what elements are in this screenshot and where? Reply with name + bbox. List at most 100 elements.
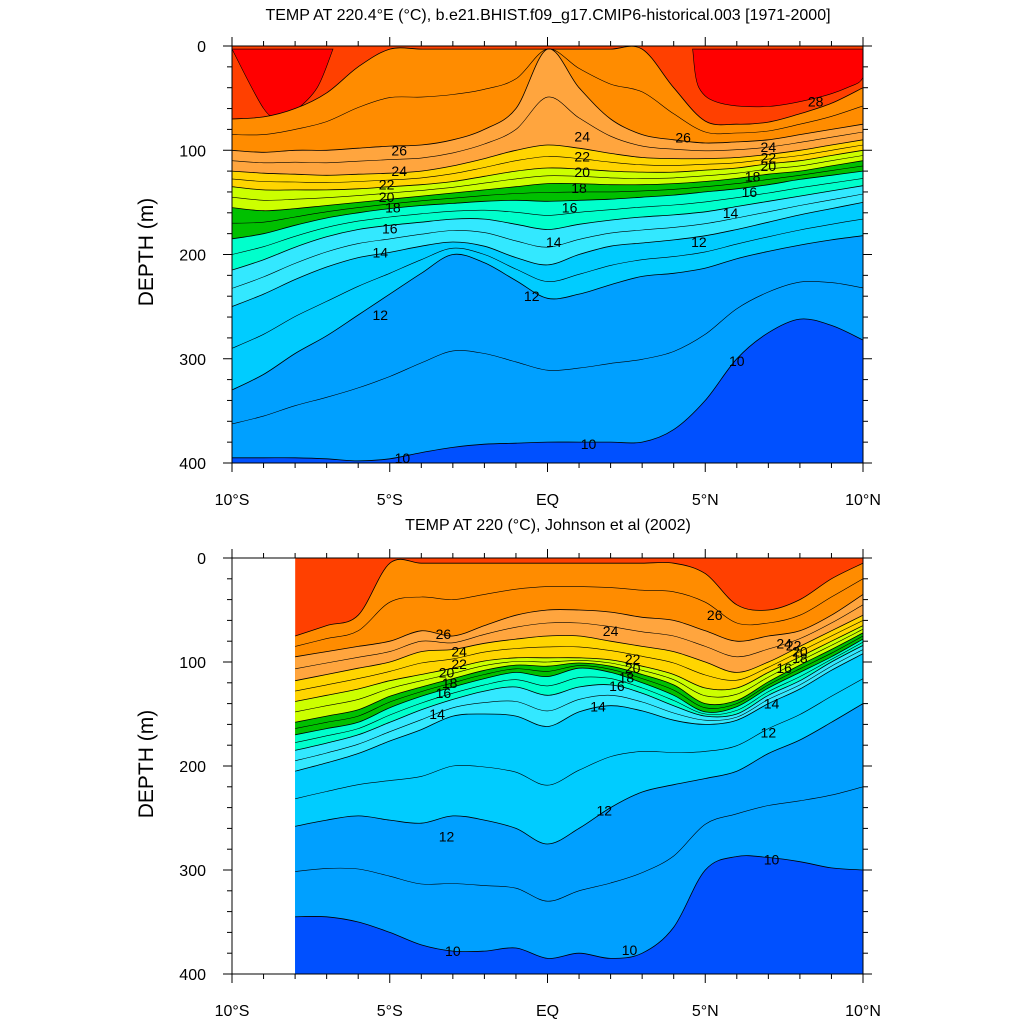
bottom-panel-axes: 10°S 5°S EQ 5°N 10°N 0 100 200 300 400 [179, 549, 881, 1020]
bottom-contour-label: 12 [597, 803, 613, 819]
bottom-x-tick-label: 5°N [692, 1003, 719, 1020]
top-contour-label: 18 [745, 168, 761, 184]
bottom-contour-line-13 [295, 678, 864, 800]
bottom-contour-label: 22 [625, 651, 641, 667]
top-contour-label: 18 [385, 200, 401, 216]
bottom-contour-label: 18 [442, 675, 458, 691]
top-contour-line-26 [232, 48, 863, 153]
bottom-contour-label: 20 [625, 660, 641, 676]
top-contour-line-11 [232, 281, 863, 425]
top-contour-label: 28 [808, 93, 824, 109]
bottom-contour-label: 24 [776, 635, 792, 651]
top-contour-label: 10 [729, 353, 745, 369]
bottom-contour-label: 26 [707, 607, 723, 623]
bottom-contour-label: 10 [764, 852, 780, 868]
bottom-contour-line-18 [295, 638, 864, 736]
top-x-tick-label: 5°S [377, 492, 403, 509]
top-contour-label: 20 [574, 164, 590, 180]
top-contour-line-13 [232, 218, 863, 349]
bottom-band-below-10 [295, 855, 864, 974]
top-band-below-10 [232, 318, 863, 463]
bottom-contour-label: 12 [439, 829, 455, 845]
bottom-contour-label: 16 [776, 660, 792, 676]
top-y-tick-label: 300 [179, 352, 206, 369]
top-contour-line-24 [232, 139, 863, 176]
bottom-contour-label: 14 [590, 699, 606, 715]
bottom-x-tick-label: 10°N [845, 1003, 881, 1020]
top-contour-label: 22 [574, 149, 590, 165]
bottom-contour-label: 26 [436, 626, 452, 642]
bottom-contour-line-28 [295, 558, 864, 637]
bottom-panel-title: TEMP AT 220 (°C), Johnson et al (2002) [405, 517, 691, 534]
top-panel-ylabel: DEPTH (m) [135, 198, 158, 307]
top-contour-line-22 [232, 149, 863, 191]
top-contour-line-20 [232, 160, 863, 212]
top-contour-label: 10 [395, 450, 411, 466]
bottom-contour-line-20 [295, 632, 864, 723]
top-contour-label: 26 [391, 142, 407, 158]
bottom-x-tick-label: 10°S [215, 1003, 250, 1020]
top-panel-model: TEMP AT 220.4°E (°C), b.e21.BHIST.f09_g1… [135, 7, 881, 509]
bottom-contour-label: 16 [436, 685, 452, 701]
bottom-y-tick-label: 200 [179, 759, 206, 776]
top-contour-label: 22 [379, 177, 395, 193]
top-contour-label: 16 [562, 200, 578, 216]
bottom-contour-label: 16 [609, 678, 625, 694]
bottom-contour-label: 20 [792, 644, 808, 660]
bottom-contour-label: 18 [792, 650, 808, 666]
top-contour-label: 22 [761, 150, 777, 166]
bottom-y-tick-label: 300 [179, 863, 206, 880]
bottom-x-tick-label: 5°S [377, 1003, 403, 1020]
top-contour-line-10 [232, 318, 863, 462]
bottom-contour-label: 12 [761, 725, 777, 741]
top-contour-line-12 [232, 235, 863, 391]
bottom-contour-label: 24 [603, 623, 619, 639]
top-contour-label: 20 [379, 189, 395, 205]
top-contour-line-14 [232, 202, 863, 307]
top-contour-label: 12 [372, 307, 388, 323]
top-y-tick-label: 200 [179, 248, 206, 265]
top-contour-line-21 [232, 155, 863, 201]
top-contour-line-23 [232, 144, 863, 183]
bottom-x-tick-label: EQ [536, 1003, 559, 1020]
bottom-contour-line-27 [295, 578, 864, 647]
top-contour-label: 16 [382, 220, 398, 236]
top-x-tick-label: EQ [536, 492, 559, 509]
bottom-contour-line-21 [295, 628, 864, 713]
top-contour-label: 20 [761, 158, 777, 174]
bottom-contour-label: 22 [786, 637, 802, 653]
bottom-contour-label: 18 [619, 670, 635, 686]
bottom-contour-line-12 [295, 703, 864, 845]
bottom-contour-line-19 [295, 635, 864, 729]
bottom-y-tick-label: 100 [179, 655, 206, 672]
top-contour-line-25 [232, 96, 863, 164]
bottom-contour-line-14 [295, 653, 864, 772]
bottom-contour-line-11 [295, 786, 864, 902]
top-contour-label: 12 [691, 234, 707, 250]
top-x-tick-label: 10°N [845, 492, 881, 509]
top-panel-title: TEMP AT 220.4°E (°C), b.e21.BHIST.f09_g1… [265, 7, 830, 24]
top-contour-line-17 [232, 178, 863, 255]
top-y-tick-label: 0 [197, 39, 206, 56]
bottom-contour-line-22 [295, 625, 864, 702]
top-contour-label: 12 [524, 288, 540, 304]
top-panel-axes: 10°S 5°S EQ 5°N 10°N 0 100 200 300 400 [179, 37, 881, 509]
top-y-tick-label: 100 [179, 143, 206, 160]
bottom-contour-label: 14 [429, 706, 445, 722]
bottom-y-tick-label: 0 [197, 551, 206, 568]
bottom-contour-label: 20 [439, 664, 455, 680]
bottom-panel-ylabel: DEPTH (m) [135, 710, 158, 819]
top-contour-label: 26 [675, 130, 691, 146]
top-contour-label: 14 [372, 244, 388, 260]
top-contour-label: 24 [574, 129, 590, 145]
bottom-contour-label: 10 [445, 943, 461, 959]
bottom-contour-label: 24 [451, 644, 467, 660]
top-contour-line-19 [232, 165, 863, 224]
top-x-tick-label: 10°S [215, 492, 250, 509]
bottom-contour-label: 22 [451, 656, 467, 672]
top-contour-label: 24 [391, 163, 407, 179]
